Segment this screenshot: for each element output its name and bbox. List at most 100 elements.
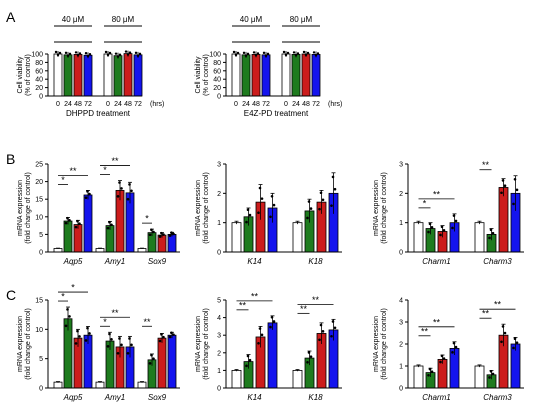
x-gene-label: Amy1 xyxy=(104,393,125,402)
data-dot xyxy=(454,345,458,349)
significance-marker: * xyxy=(145,214,149,224)
y-tick-label: 40 xyxy=(213,77,221,84)
x-gene-label: Charm1 xyxy=(422,257,450,266)
data-dot xyxy=(307,351,311,354)
data-dot xyxy=(245,364,248,368)
data-dot xyxy=(160,333,163,336)
data-dot xyxy=(258,186,262,190)
bar xyxy=(301,53,311,97)
data-dot xyxy=(68,315,71,318)
data-dot xyxy=(120,343,123,347)
data-dot xyxy=(86,190,89,193)
y-axis-label-line: mRNA expression xyxy=(17,180,24,236)
y-tick-label: 1 xyxy=(217,368,221,375)
y-tick-label: 60 xyxy=(35,68,43,75)
data-dot xyxy=(126,351,130,355)
data-dot xyxy=(257,211,260,214)
bar xyxy=(167,334,177,389)
x-axis-label: DHPPD treatment xyxy=(66,109,131,118)
significance-marker: ** xyxy=(111,156,119,166)
y-axis-label-line: (fold change of control) xyxy=(203,308,210,380)
data-dot xyxy=(304,53,308,57)
data-dot xyxy=(88,53,92,56)
bar xyxy=(113,55,123,97)
data-dot xyxy=(170,231,173,235)
data-dot xyxy=(442,228,446,232)
y-axis-label-line: (fold change of control) xyxy=(25,308,32,380)
y-tick-label: 60 xyxy=(213,68,221,75)
data-dot xyxy=(442,357,446,360)
bar xyxy=(267,322,278,389)
chart-b-right: 0 1 2 3 mRNA expression (fold change of contr… xyxy=(373,160,524,266)
bar xyxy=(474,365,485,389)
data-dot xyxy=(78,335,81,338)
data-dot xyxy=(272,203,276,207)
bar xyxy=(63,54,73,97)
bar xyxy=(292,222,303,253)
y-axis-label-line: (% of control) xyxy=(203,54,210,96)
y-axis-title: Cell viability (% of control) xyxy=(17,54,32,96)
data-dot xyxy=(319,323,323,327)
significance-marker: * xyxy=(61,292,65,302)
data-dot xyxy=(296,52,300,55)
data-dot xyxy=(302,50,306,54)
data-dot xyxy=(260,333,264,337)
bar xyxy=(498,187,509,253)
y-tick-label: 1 xyxy=(399,364,403,371)
data-dot xyxy=(246,354,250,358)
significance-marker: ** xyxy=(69,166,77,176)
data-dot xyxy=(88,332,91,335)
y-tick-label: 80 xyxy=(35,60,43,67)
data-dot xyxy=(86,55,90,58)
data-dot xyxy=(454,219,458,223)
data-dot xyxy=(503,331,507,335)
bar xyxy=(73,54,83,97)
data-dot xyxy=(64,324,68,328)
significance-marker: ** xyxy=(482,160,490,170)
x-tick-label: 24 xyxy=(292,101,300,108)
data-dot xyxy=(489,369,493,373)
data-dot xyxy=(126,197,130,201)
y-tick-label: 5 xyxy=(39,356,43,363)
x-gene-label: K14 xyxy=(247,257,262,266)
bar xyxy=(231,222,242,253)
data-dot xyxy=(330,204,333,207)
y-tick-label: 100 xyxy=(209,52,221,59)
y-tick-label: 0 xyxy=(399,386,403,393)
data-dot xyxy=(104,50,108,54)
data-dot xyxy=(236,51,240,55)
bar xyxy=(413,222,424,253)
bar xyxy=(291,54,301,97)
data-dot xyxy=(66,216,69,220)
data-dot xyxy=(430,226,434,229)
data-dot xyxy=(116,351,120,355)
data-dot xyxy=(452,214,456,217)
data-dot xyxy=(440,354,444,358)
y-axis-label-line: (fold change of control) xyxy=(381,172,388,244)
data-dot xyxy=(108,51,112,55)
data-dot xyxy=(503,184,507,188)
data-dot xyxy=(150,353,153,357)
x-gene-label: Sox9 xyxy=(148,393,167,402)
group-label: 80 μM xyxy=(112,15,135,24)
data-dot xyxy=(314,54,318,57)
data-dot xyxy=(312,51,316,54)
data-dot xyxy=(491,231,495,235)
data-dot xyxy=(74,51,78,54)
data-dot xyxy=(309,355,313,358)
y-tick-label: 25 xyxy=(35,162,43,169)
significance-marker: ** xyxy=(143,317,151,327)
data-dot xyxy=(269,215,272,219)
data-dot xyxy=(110,338,113,341)
x-unit-label: (hrs) xyxy=(150,101,164,108)
data-dot xyxy=(172,232,175,236)
y-axis-title: mRNA expression (fold change of control) xyxy=(17,308,32,380)
y-tick-label: 2 xyxy=(399,191,403,198)
data-dot xyxy=(128,337,131,340)
bar xyxy=(311,54,321,97)
y-axis-title: mRNA expression (fold change of control) xyxy=(373,172,388,244)
y-axis-label-line: mRNA expression xyxy=(195,180,202,236)
data-dot xyxy=(84,339,88,342)
